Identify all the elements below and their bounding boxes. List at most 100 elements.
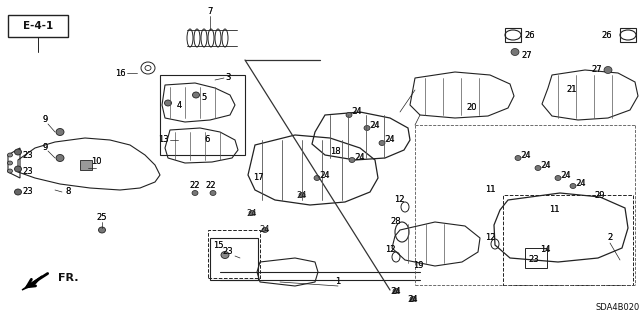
Text: 26: 26 xyxy=(525,31,535,40)
Bar xyxy=(8,15,68,37)
Text: 26: 26 xyxy=(525,31,535,40)
Text: 18: 18 xyxy=(330,147,340,157)
Text: 15: 15 xyxy=(212,241,223,250)
Text: 5: 5 xyxy=(202,93,207,101)
Text: 12: 12 xyxy=(394,196,404,204)
Bar xyxy=(160,75,245,155)
Text: 2: 2 xyxy=(607,234,612,242)
Ellipse shape xyxy=(535,166,541,170)
Text: 1: 1 xyxy=(335,278,340,286)
Text: 8: 8 xyxy=(65,188,70,197)
Text: E-4-1: E-4-1 xyxy=(23,21,53,31)
Text: 26: 26 xyxy=(602,31,612,40)
Ellipse shape xyxy=(262,227,268,233)
Text: 24: 24 xyxy=(320,170,330,180)
Text: 14: 14 xyxy=(540,246,550,255)
Bar xyxy=(620,28,636,42)
Text: 9: 9 xyxy=(42,144,47,152)
Text: SDA4B0201A: SDA4B0201A xyxy=(595,303,640,313)
Text: 23: 23 xyxy=(529,256,540,264)
Ellipse shape xyxy=(8,161,13,165)
Text: 10: 10 xyxy=(91,158,101,167)
Text: 24: 24 xyxy=(352,108,362,116)
Ellipse shape xyxy=(193,92,200,98)
Text: 24: 24 xyxy=(576,179,586,188)
Ellipse shape xyxy=(570,183,576,189)
Text: 21: 21 xyxy=(567,85,577,94)
Text: 24: 24 xyxy=(355,152,365,161)
Ellipse shape xyxy=(56,154,64,161)
Ellipse shape xyxy=(364,125,370,130)
Text: 7: 7 xyxy=(207,8,212,17)
Text: 23: 23 xyxy=(22,167,33,176)
Text: 23: 23 xyxy=(22,151,33,160)
Text: 7: 7 xyxy=(207,8,212,17)
Text: 4: 4 xyxy=(177,100,182,109)
Text: 6: 6 xyxy=(204,135,210,144)
Text: 16: 16 xyxy=(115,69,125,78)
Text: FR.: FR. xyxy=(58,273,79,283)
Text: 10: 10 xyxy=(91,158,101,167)
Text: 11: 11 xyxy=(548,205,559,214)
Text: 23: 23 xyxy=(529,256,540,264)
Text: 25: 25 xyxy=(97,213,108,222)
Text: 24: 24 xyxy=(561,170,572,180)
Text: 11: 11 xyxy=(484,184,495,194)
Text: 19: 19 xyxy=(413,261,423,270)
Ellipse shape xyxy=(15,189,22,195)
Text: 24: 24 xyxy=(541,160,551,169)
Text: 12: 12 xyxy=(394,196,404,204)
Text: 22: 22 xyxy=(205,181,216,189)
Ellipse shape xyxy=(299,192,305,197)
Ellipse shape xyxy=(15,166,22,172)
Text: 23: 23 xyxy=(223,248,234,256)
Ellipse shape xyxy=(192,190,198,196)
Text: 24: 24 xyxy=(408,294,419,303)
Text: 6: 6 xyxy=(204,135,210,144)
Text: 17: 17 xyxy=(253,174,263,182)
Text: 24: 24 xyxy=(370,121,380,130)
Bar xyxy=(505,28,521,42)
Text: 24: 24 xyxy=(320,170,330,180)
Ellipse shape xyxy=(15,149,22,155)
Text: 8: 8 xyxy=(65,188,70,197)
Text: 17: 17 xyxy=(253,174,263,182)
Ellipse shape xyxy=(604,66,612,73)
Text: 23: 23 xyxy=(22,188,33,197)
Text: 20: 20 xyxy=(467,102,477,112)
Text: 29: 29 xyxy=(595,190,605,199)
Text: 12: 12 xyxy=(484,233,495,241)
Ellipse shape xyxy=(515,155,521,160)
Text: 20: 20 xyxy=(467,102,477,112)
Text: 4: 4 xyxy=(177,100,182,109)
Ellipse shape xyxy=(346,113,352,117)
Ellipse shape xyxy=(349,158,355,162)
Text: 24: 24 xyxy=(521,151,531,160)
Ellipse shape xyxy=(249,211,255,216)
Text: 12: 12 xyxy=(385,246,396,255)
Text: 22: 22 xyxy=(189,181,200,189)
Ellipse shape xyxy=(393,288,399,293)
Text: 3: 3 xyxy=(225,73,230,83)
Text: 21: 21 xyxy=(567,85,577,94)
Ellipse shape xyxy=(511,48,519,56)
Text: 24: 24 xyxy=(385,136,396,145)
Ellipse shape xyxy=(164,100,172,106)
Text: 22: 22 xyxy=(205,181,216,189)
Ellipse shape xyxy=(410,296,416,301)
Ellipse shape xyxy=(8,169,13,173)
Text: 24: 24 xyxy=(385,136,395,145)
Text: 15: 15 xyxy=(212,241,223,250)
Text: 13: 13 xyxy=(157,136,168,145)
Text: 24: 24 xyxy=(352,108,362,116)
Ellipse shape xyxy=(555,175,561,181)
Text: 24: 24 xyxy=(355,152,365,161)
Text: 2: 2 xyxy=(607,234,612,242)
Text: 24: 24 xyxy=(408,294,418,303)
Text: 24: 24 xyxy=(260,226,270,234)
Text: 24: 24 xyxy=(370,121,380,130)
Text: 28: 28 xyxy=(390,218,401,226)
Text: 14: 14 xyxy=(540,246,550,255)
Bar xyxy=(503,195,633,285)
Bar xyxy=(208,230,260,278)
